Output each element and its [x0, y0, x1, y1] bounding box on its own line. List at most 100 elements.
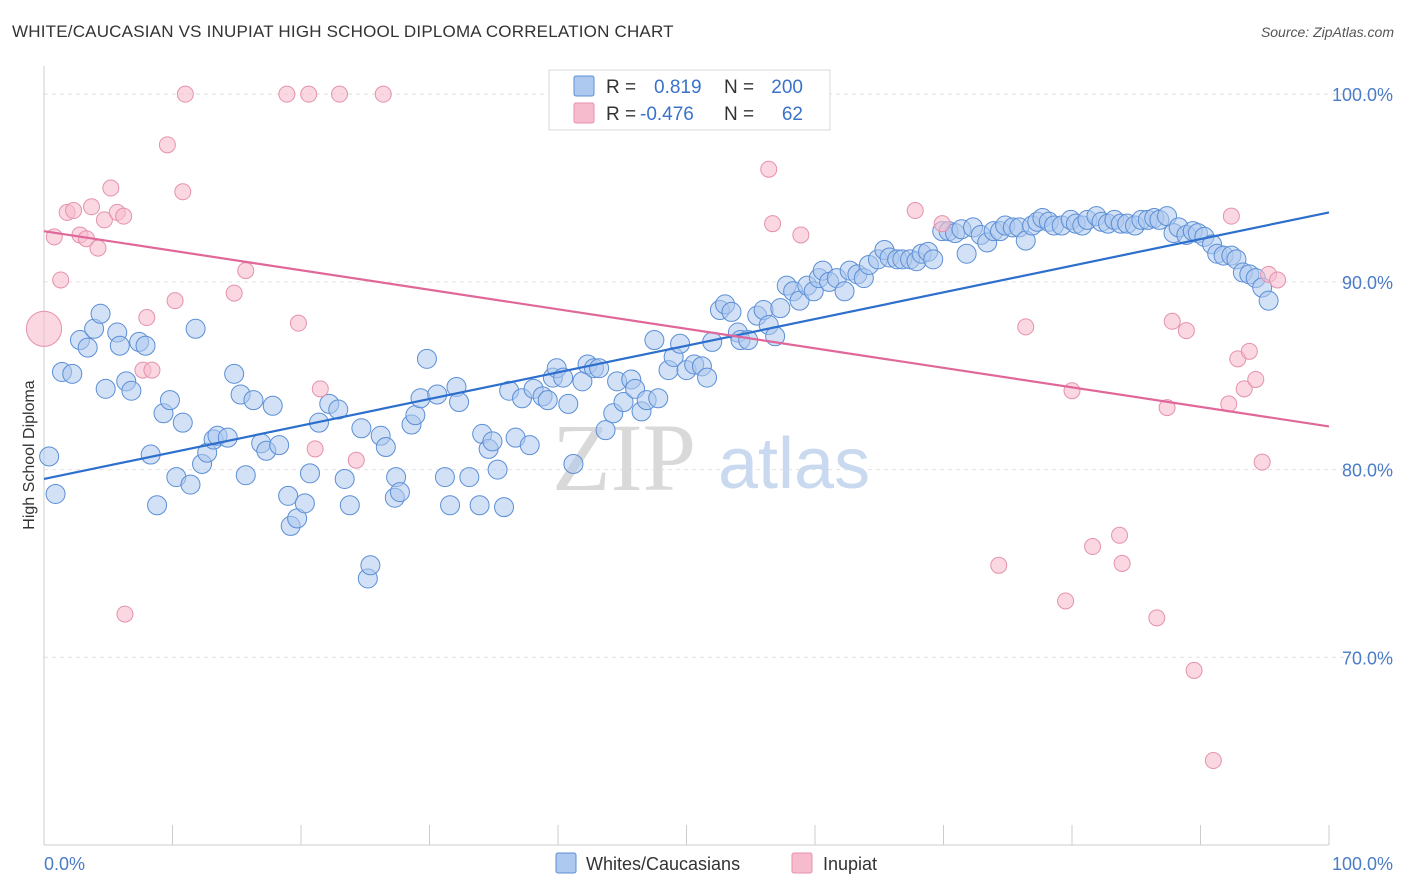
data-points [25, 85, 1287, 770]
y-tick-labels: 70.0% 80.0% 90.0% 100.0% [1332, 85, 1393, 668]
inupiat-point-53 [1240, 342, 1258, 360]
whites-point-64 [469, 495, 490, 516]
inupiat-point-21 [225, 284, 243, 302]
whites-point-80 [558, 393, 579, 414]
whites-point-27 [217, 427, 238, 448]
whites-point-81 [563, 453, 584, 474]
legend-r-value-inupiat: -0.476 [640, 104, 694, 125]
whites-point-28 [224, 363, 245, 384]
whites-point-86 [595, 420, 616, 441]
grid-lines [44, 93, 1395, 658]
whites-point-114 [770, 298, 791, 319]
legend-box [548, 69, 831, 131]
series-legend: Whites/Caucasians Inupiat [555, 852, 877, 874]
legend-n-value-whites: 200 [771, 77, 803, 98]
y-tick-label-3: 100.0% [1332, 85, 1393, 105]
whites-point-22 [185, 318, 206, 339]
inupiat-point-28 [331, 85, 349, 103]
whites-point-73 [519, 435, 540, 456]
whites-point-68 [487, 459, 508, 480]
whites-point-20 [172, 412, 193, 433]
inupiat-point-36 [990, 556, 1008, 574]
whites-point-76 [537, 390, 558, 411]
bottom-legend-label-whites: Whites/Caucasians [586, 854, 740, 874]
inupiat-point-47 [1185, 661, 1203, 679]
inupiat-point-54 [1247, 370, 1265, 388]
whites-point-94 [644, 330, 665, 351]
whites-point-95 [648, 388, 669, 409]
legend-swatch-whites [573, 75, 595, 97]
inupiat-point-20 [176, 85, 194, 103]
whites-point-12 [121, 380, 142, 401]
whites-point-7 [90, 303, 111, 324]
inupiat-point-30 [374, 85, 392, 103]
whites-point-69 [494, 497, 515, 518]
inupiat-point-34 [906, 202, 924, 220]
inupiat-point-45 [1163, 312, 1181, 330]
inupiat-point-10 [102, 179, 120, 197]
whites-point-58 [427, 384, 448, 405]
bottom-legend-label-inupiat: Inupiat [823, 854, 877, 874]
whites-point-55 [405, 405, 426, 426]
whites-point-143 [956, 243, 977, 264]
whites-point-30 [235, 465, 256, 486]
whites-point-3 [62, 363, 83, 384]
whites-point-44 [334, 468, 355, 489]
inupiat-point-2 [52, 271, 70, 289]
whites-point-59 [434, 467, 455, 488]
inupiat-point-32 [764, 215, 782, 233]
whites-point-57 [416, 348, 437, 369]
whites-point-34 [262, 395, 283, 416]
x-tick-label-max: 100.0% [1332, 854, 1393, 874]
bottom-legend-swatch-inupiat [791, 852, 813, 874]
whites-point-138 [923, 249, 944, 270]
whites-point-56 [410, 388, 431, 409]
whites-point-1 [45, 483, 66, 504]
inupiat-point-48 [1204, 752, 1222, 770]
legend-r-label-inupiat: R = [606, 104, 636, 125]
bottom-legend-swatch-whites [555, 852, 577, 874]
whites-point-63 [459, 467, 480, 488]
inupiat-point-55 [1253, 453, 1271, 471]
inupiat-point-19 [174, 183, 192, 201]
inupiat-point-41 [1111, 526, 1129, 544]
inupiat-point-7 [83, 198, 101, 216]
watermark: ZIP atlas [552, 404, 870, 511]
inupiat-point-33 [792, 226, 810, 244]
inupiat-point-37 [1017, 318, 1035, 336]
whites-point-8 [95, 378, 116, 399]
legend-n-label-inupiat: N = [724, 104, 754, 125]
whites-point-46 [351, 418, 372, 439]
chart-title: WHITE/CAUCASIAN VS INUPIAT HIGH SCHOOL D… [12, 22, 674, 41]
inupiat-point-22 [237, 262, 255, 280]
inupiat-trend-line [43, 230, 1330, 428]
inupiat-point-16 [143, 361, 161, 379]
whites-point-5 [77, 337, 98, 358]
inupiat-point-46 [1177, 322, 1195, 340]
legend-n-value-inupiat: 62 [782, 104, 803, 125]
whites-point-60 [440, 495, 461, 516]
chart-source: Source: ZipAtlas.com [1260, 24, 1394, 40]
legend-r-value-whites: 0.819 [654, 77, 702, 98]
inupiat-point-0 [25, 310, 63, 347]
whites-point-89 [613, 392, 634, 413]
whites-point-39 [294, 493, 315, 514]
inupiat-point-13 [116, 605, 134, 623]
whites-point-106 [721, 301, 742, 322]
whites-point-48 [360, 555, 381, 576]
whites-point-35 [269, 435, 290, 456]
whites-point-31 [243, 390, 264, 411]
x-tick-labels: 0.0% 100.0% [44, 854, 1393, 874]
inupiat-point-44 [1158, 399, 1176, 417]
inupiat-point-43 [1148, 609, 1166, 627]
inupiat-point-42 [1113, 554, 1131, 572]
whites-point-40 [299, 463, 320, 484]
inupiat-point-27 [311, 380, 329, 398]
inupiat-point-4 [65, 202, 83, 220]
inupiat-point-38 [1057, 592, 1075, 610]
inupiat-point-39 [1063, 382, 1081, 400]
whites-point-102 [697, 367, 718, 388]
inupiat-point-17 [158, 136, 176, 154]
axes [43, 66, 1330, 846]
